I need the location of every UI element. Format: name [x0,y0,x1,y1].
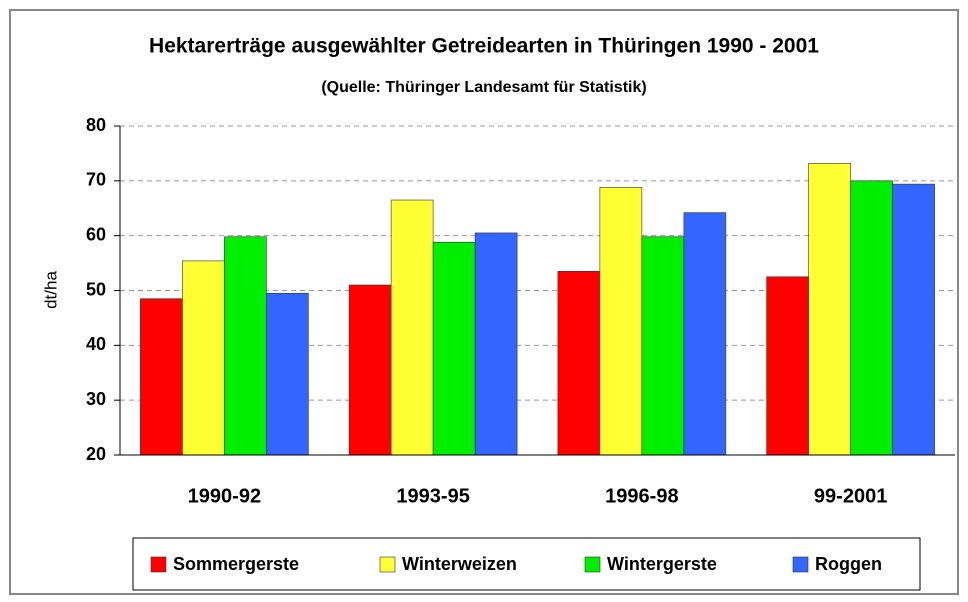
bar [432,241,476,456]
legend-label: Sommergerste [173,554,299,574]
legend-swatch [792,556,809,573]
x-tick-label: 1996-98 [605,485,678,507]
y-tick-label: 30 [86,389,106,409]
x-tick-label: 99-2001 [814,485,887,507]
bar [182,260,225,456]
chart-subtitle: (Quelle: Thüringer Landesamt für Statist… [321,79,646,96]
y-tick-label: 40 [86,334,106,354]
legend-swatch [584,556,601,573]
y-tick-label: 70 [86,170,106,190]
y-tick-label: 50 [86,279,106,299]
legend-swatch [379,556,396,573]
bar [557,271,601,456]
bar [683,212,727,456]
y-axis-label: dt/ha [41,271,60,309]
bar [224,236,267,456]
x-tick-label: 1990-92 [188,485,261,507]
bar [390,199,434,456]
legend-label: Winterweizen [402,554,517,574]
bar [641,236,685,456]
bar [266,292,309,456]
y-tick-label: 60 [86,224,106,244]
bar [140,298,183,456]
legend-swatch [150,556,167,573]
bar [766,276,809,456]
bar [850,180,893,456]
bar [474,232,518,456]
bar [599,187,643,456]
legend-label: Wintergerste [607,554,717,574]
y-tick-label: 80 [86,115,106,135]
bar [348,284,392,456]
y-tick-label: 20 [86,444,106,464]
chart-title: Hektarerträge ausgewählter Getreidearten… [149,35,819,58]
x-tick-label: 1993-95 [396,485,469,507]
legend [132,537,921,591]
bar [892,183,935,456]
bar [808,162,851,456]
legend-label: Roggen [815,554,882,574]
